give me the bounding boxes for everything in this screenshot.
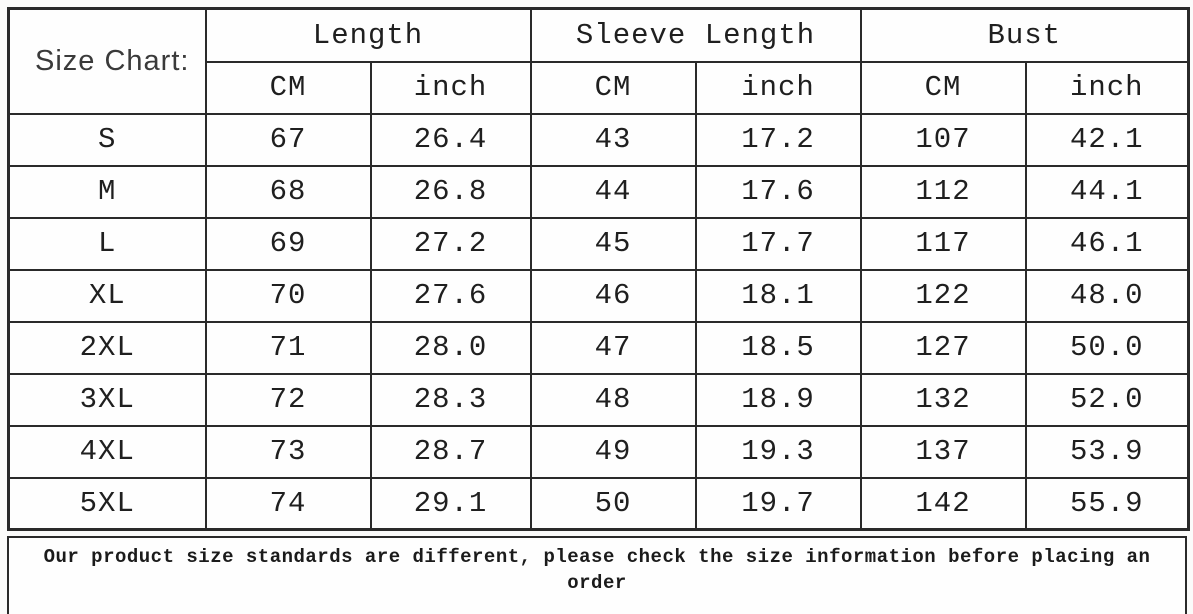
value-cell: 127: [859, 320, 1027, 375]
value-cell: 18.9: [694, 372, 862, 427]
value-cell: 74: [204, 476, 372, 531]
value-cell: 28.3: [369, 372, 532, 427]
value-cell: 28.0: [369, 320, 532, 375]
value-cell: 17.2: [694, 112, 862, 167]
table-row-3xl: 3XL 72 28.3 48 18.9 132 52.0: [7, 372, 1190, 427]
column-group-length: Length: [204, 7, 532, 63]
table-row-m: M 68 26.8 44 17.6 112 44.1: [7, 164, 1190, 219]
value-cell: 18.5: [694, 320, 862, 375]
table-row-2xl: 2XL 71 28.0 47 18.5 127 50.0: [7, 320, 1190, 375]
unit-header-sleeve-cm: CM: [529, 60, 697, 115]
value-cell: 50.0: [1024, 320, 1190, 375]
unit-header-bust-cm: CM: [859, 60, 1027, 115]
value-cell: 48.0: [1024, 268, 1190, 323]
value-cell: 122: [859, 268, 1027, 323]
value-cell: 26.4: [369, 112, 532, 167]
value-cell: 27.2: [369, 216, 532, 271]
unit-header-bust-inch: inch: [1024, 60, 1190, 115]
unit-header-length-cm: CM: [204, 60, 372, 115]
table-row-5xl: 5XL 74 29.1 50 19.7 142 55.9: [7, 476, 1190, 531]
value-cell: 107: [859, 112, 1027, 167]
size-cell: S: [7, 112, 207, 167]
size-cell: 5XL: [7, 476, 207, 531]
value-cell: 19.7: [694, 476, 862, 531]
value-cell: 48: [529, 372, 697, 427]
unit-header-sleeve-inch: inch: [694, 60, 862, 115]
value-cell: 28.7: [369, 424, 532, 479]
column-group-header-row: Size Chart: Length Sleeve Length Bust: [7, 7, 1190, 115]
value-cell: 19.3: [694, 424, 862, 479]
size-chart-title: Size Chart:: [7, 7, 207, 115]
table-row-l: L 69 27.2 45 17.7 117 46.1: [7, 216, 1190, 271]
value-cell: 17.7: [694, 216, 862, 271]
value-cell: 45: [529, 216, 697, 271]
value-cell: 52.0: [1024, 372, 1190, 427]
value-cell: 72: [204, 372, 372, 427]
size-cell: XL: [7, 268, 207, 323]
column-group-sleeve-length: Sleeve Length: [529, 7, 862, 63]
value-cell: 68: [204, 164, 372, 219]
size-cell: M: [7, 164, 207, 219]
value-cell: 46.1: [1024, 216, 1190, 271]
unit-header-length-inch: inch: [369, 60, 532, 115]
size-chart-table: Size Chart: Length Sleeve Length Bust CM…: [7, 7, 1191, 531]
value-cell: 49: [529, 424, 697, 479]
value-cell: 44: [529, 164, 697, 219]
value-cell: 42.1: [1024, 112, 1190, 167]
value-cell: 18.1: [694, 268, 862, 323]
value-cell: 55.9: [1024, 476, 1190, 531]
value-cell: 26.8: [369, 164, 532, 219]
value-cell: 27.6: [369, 268, 532, 323]
value-cell: 137: [859, 424, 1027, 479]
size-cell: L: [7, 216, 207, 271]
value-cell: 117: [859, 216, 1027, 271]
value-cell: 70: [204, 268, 372, 323]
table-row-xl: XL 70 27.6 46 18.1 122 48.0: [7, 268, 1190, 323]
value-cell: 50: [529, 476, 697, 531]
table-row-s: S 67 26.4 43 17.2 107 42.1: [7, 112, 1190, 167]
size-cell: 3XL: [7, 372, 207, 427]
footer-note-text: Our product size standards are different…: [43, 546, 1151, 594]
table-row-4xl: 4XL 73 28.7 49 19.3 137 53.9: [7, 424, 1190, 479]
size-cell: 2XL: [7, 320, 207, 375]
value-cell: 53.9: [1024, 424, 1190, 479]
value-cell: 17.6: [694, 164, 862, 219]
value-cell: 29.1: [369, 476, 532, 531]
column-group-bust: Bust: [859, 7, 1190, 63]
value-cell: 44.1: [1024, 164, 1190, 219]
value-cell: 43: [529, 112, 697, 167]
value-cell: 132: [859, 372, 1027, 427]
unit-header-row: CM inch CM inch CM inch: [9, 60, 1190, 115]
value-cell: 69: [204, 216, 372, 271]
value-cell: 47: [529, 320, 697, 375]
value-cell: 112: [859, 164, 1027, 219]
footer-note-box: Our product size standards are different…: [7, 536, 1187, 614]
value-cell: 71: [204, 320, 372, 375]
value-cell: 67: [204, 112, 372, 167]
value-cell: 142: [859, 476, 1027, 531]
value-cell: 46: [529, 268, 697, 323]
size-cell: 4XL: [7, 424, 207, 479]
value-cell: 73: [204, 424, 372, 479]
